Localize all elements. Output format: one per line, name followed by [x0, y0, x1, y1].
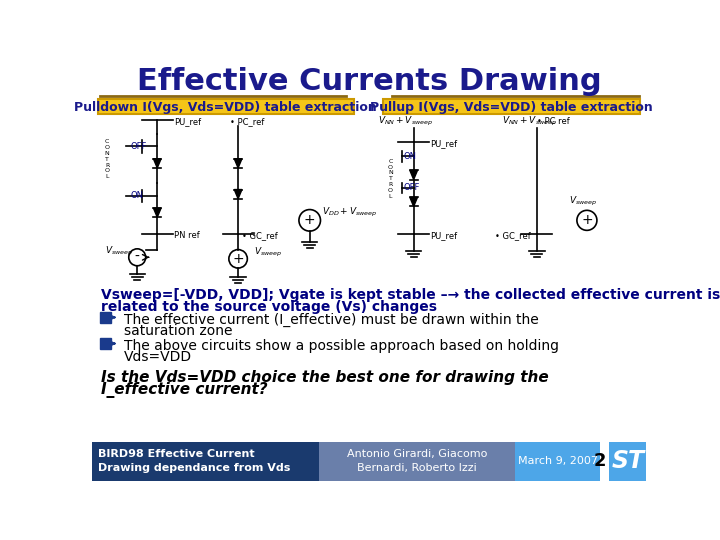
Text: Vds=VDD: Vds=VDD	[124, 350, 192, 364]
Text: Antonio Girardi, Giacomo
Bernardi, Roberto Izzi: Antonio Girardi, Giacomo Bernardi, Rober…	[346, 449, 487, 474]
Text: • GC_ref: • GC_ref	[242, 231, 278, 240]
Text: Pulldown I(Vgs, Vds=VDD) table extraction: Pulldown I(Vgs, Vds=VDD) table extractio…	[74, 100, 377, 113]
Polygon shape	[410, 197, 418, 206]
Text: • GC_ref: • GC_ref	[495, 231, 530, 240]
Text: BIRD98 Effective Current
Drawing dependance from Vds: BIRD98 Effective Current Drawing dependa…	[98, 449, 290, 474]
Text: +: +	[233, 252, 244, 266]
Text: $V_{sweep}$: $V_{sweep}$	[569, 194, 597, 208]
Text: • PC ref: • PC ref	[537, 117, 570, 126]
Text: March 9, 2007: March 9, 2007	[518, 456, 598, 467]
Text: $V_{sweep}$: $V_{sweep}$	[253, 246, 282, 259]
Polygon shape	[234, 159, 242, 168]
Text: -: -	[135, 251, 140, 264]
Text: The above circuits show a possible approach based on holding: The above circuits show a possible appro…	[124, 339, 559, 353]
FancyBboxPatch shape	[92, 442, 319, 481]
Text: ST: ST	[611, 449, 644, 474]
FancyBboxPatch shape	[319, 442, 516, 481]
Text: OFF: OFF	[130, 142, 147, 151]
Text: ON: ON	[130, 191, 143, 200]
Text: Is the Vds=VDD choice the best one for drawing the: Is the Vds=VDD choice the best one for d…	[101, 370, 549, 384]
Text: OFF: OFF	[404, 184, 420, 192]
Text: Vsweep=[-VDD, VDD]; Vgate is kept stable –→ the collected effective current is: Vsweep=[-VDD, VDD]; Vgate is kept stable…	[101, 288, 720, 302]
Text: $V_{DD}+V_{sweep}$: $V_{DD}+V_{sweep}$	[322, 206, 377, 219]
Text: $V_{sweep}$: $V_{sweep}$	[104, 245, 132, 258]
Text: ON: ON	[404, 152, 417, 161]
Text: PU_ref: PU_ref	[431, 231, 458, 240]
Text: I_effective current?: I_effective current?	[101, 382, 268, 398]
Text: $V_{NN}+V_{sweep}$: $V_{NN}+V_{sweep}$	[379, 115, 433, 129]
Text: +: +	[581, 213, 593, 227]
Polygon shape	[234, 190, 242, 199]
FancyBboxPatch shape	[383, 99, 640, 114]
Text: $V_{NN}+V_{sweep}$: $V_{NN}+V_{sweep}$	[502, 115, 557, 129]
Text: Pullup I(Vgs, Vds=VDD) table extraction: Pullup I(Vgs, Vds=VDD) table extraction	[370, 100, 653, 113]
Text: PU_ref: PU_ref	[174, 117, 202, 126]
Text: The effective current (I_effective) must be drawn within the: The effective current (I_effective) must…	[124, 313, 539, 327]
Polygon shape	[153, 159, 161, 168]
Polygon shape	[410, 170, 418, 179]
Text: • PC_ref: • PC_ref	[230, 117, 265, 126]
Text: C
O
N
T
R
O
L: C O N T R O L	[388, 159, 393, 199]
Text: +: +	[304, 213, 315, 227]
Text: Effective Currents Drawing: Effective Currents Drawing	[137, 68, 601, 96]
Text: saturation zone: saturation zone	[124, 323, 233, 338]
FancyBboxPatch shape	[98, 99, 354, 114]
Text: 2: 2	[594, 453, 606, 470]
FancyBboxPatch shape	[609, 442, 647, 481]
Text: PU_ref: PU_ref	[431, 139, 458, 148]
Polygon shape	[153, 208, 161, 217]
Text: related to the source voltage (Vs) changes: related to the source voltage (Vs) chang…	[101, 300, 437, 314]
FancyBboxPatch shape	[100, 312, 111, 323]
FancyBboxPatch shape	[516, 442, 600, 481]
Text: PN ref: PN ref	[174, 231, 200, 240]
FancyBboxPatch shape	[100, 338, 111, 349]
Text: C
O
N
T
R
O
L: C O N T R O L	[104, 139, 109, 179]
